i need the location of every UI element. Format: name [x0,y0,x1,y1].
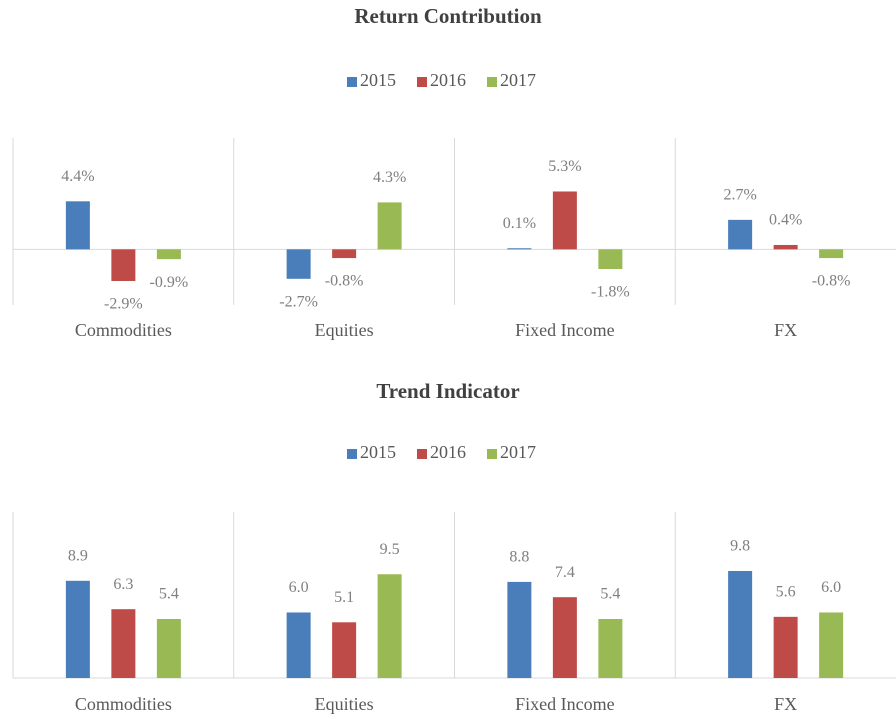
value-label: -0.8% [812,273,851,290]
value-label: 5.4 [600,586,620,603]
legend-swatch [347,449,357,459]
value-label: 8.9 [68,547,88,564]
bar [286,612,311,678]
bar [819,612,844,678]
bar [377,574,402,678]
value-label: -2.7% [279,293,318,310]
value-label: 9.5 [380,541,400,558]
x-tick-label: Equities [315,694,374,714]
value-label: -0.8% [325,273,364,290]
bar [728,219,753,250]
value-label: 9.8 [730,538,750,555]
value-label: 5.3% [548,158,581,175]
x-tick-label: Fixed Income [515,320,614,340]
legend-label: 2015 [360,70,396,90]
x-tick-label: FX [774,320,797,340]
legend-swatch [417,77,427,87]
bar [507,581,532,678]
x-tick-label: FX [774,694,797,714]
bar [773,244,798,250]
bar [819,249,844,259]
value-label: -1.8% [591,284,630,301]
value-label: -0.9% [150,274,189,291]
legend-swatch [487,77,497,87]
value-label: 5.6 [776,584,796,601]
bar [111,609,136,678]
bar [728,570,753,678]
bar [111,249,136,281]
bar [156,619,181,678]
legend-label: 2015 [360,442,396,462]
bar [552,191,577,250]
bar [598,249,623,269]
x-tick-label: Commodities [75,320,172,340]
value-label: 6.0 [821,579,841,596]
value-label: 4.3% [373,169,406,186]
value-label: 6.0 [289,579,309,596]
x-tick-label: Commodities [75,694,172,714]
x-tick-label: Fixed Income [515,694,614,714]
legend-label: 2017 [500,70,536,90]
bar [332,622,357,678]
legend-swatch [487,449,497,459]
value-label: -2.9% [104,296,143,313]
bar [377,202,402,250]
legend-label: 2016 [430,442,466,462]
legend-label: 2017 [500,442,536,462]
bar [332,249,357,259]
value-label: 8.8 [509,549,529,566]
legend-swatch [417,449,427,459]
bar [773,616,798,678]
bar [65,580,90,678]
value-label: 2.7% [723,187,756,204]
value-label: 5.1 [334,589,354,606]
bar [156,249,181,260]
value-label: 7.4 [555,564,575,581]
value-label: 0.1% [503,215,536,232]
bar [598,619,623,678]
bar [552,597,577,678]
chart-title: Return Contribution [354,4,542,28]
value-label: 0.4% [769,212,802,229]
bar [286,249,311,279]
value-label: 5.4 [159,586,179,603]
bar [507,248,532,250]
value-label: 4.4% [61,168,94,185]
chart-title: Trend Indicator [376,379,519,403]
legend-swatch [347,77,357,87]
legend-label: 2016 [430,70,466,90]
x-tick-label: Equities [315,320,374,340]
value-label: 6.3 [113,576,133,593]
bar [65,201,90,250]
